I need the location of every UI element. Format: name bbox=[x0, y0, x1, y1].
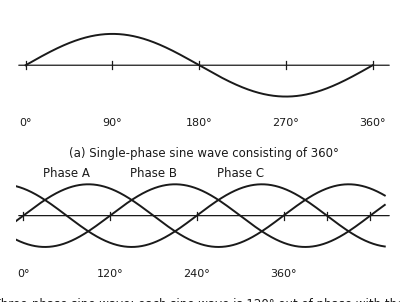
Text: Phase B: Phase B bbox=[130, 167, 177, 180]
Text: Phase A: Phase A bbox=[43, 167, 90, 180]
Text: Phase C: Phase C bbox=[216, 167, 264, 180]
Text: (b) Three-phase sine wave; each sine wave is 120° out of phase with the next: (b) Three-phase sine wave; each sine wav… bbox=[0, 298, 400, 302]
Text: (a) Single-phase sine wave consisting of 360°: (a) Single-phase sine wave consisting of… bbox=[69, 147, 339, 160]
